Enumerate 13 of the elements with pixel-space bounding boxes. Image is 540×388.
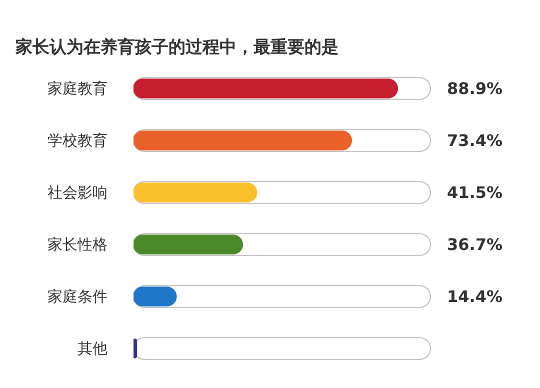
data-label: 41.5% xyxy=(446,183,503,202)
data-label: 14.4% xyxy=(446,287,503,306)
y-tick-label: 其他 xyxy=(78,340,108,358)
y-tick-label: 社会影响 xyxy=(48,184,108,202)
y-tick-label: 家长性格 xyxy=(48,236,108,254)
data-label: 88.9% xyxy=(446,79,503,98)
y-tick-label: 家庭条件 xyxy=(48,288,108,306)
data-label: 36.7% xyxy=(446,235,503,254)
y-tick-label: 家庭教育 xyxy=(48,80,108,98)
y-tick-label: 学校教育 xyxy=(48,132,108,150)
chart-title: 家长认为在养育孩子的过程中，最重要的是 xyxy=(14,36,338,58)
data-label: 73.4% xyxy=(446,131,503,150)
bar xyxy=(134,338,137,358)
